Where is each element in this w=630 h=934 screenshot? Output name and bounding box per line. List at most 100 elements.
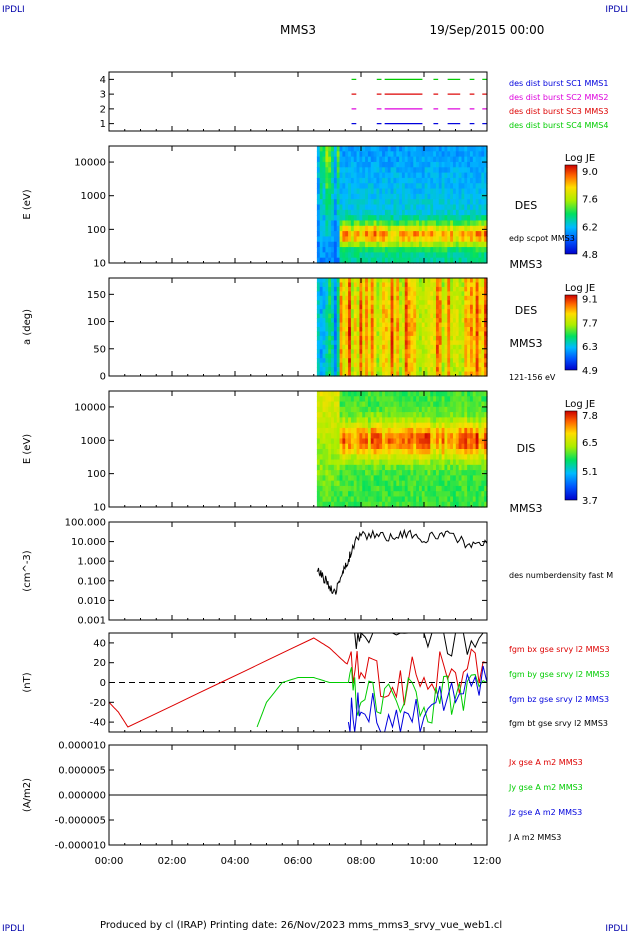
spectrogram-cell xyxy=(373,459,378,466)
spectrogram-cell xyxy=(353,422,358,429)
spectrogram-cell xyxy=(441,340,446,346)
spectrogram-cell xyxy=(407,286,412,292)
spectrogram-cell xyxy=(399,209,403,216)
spectrogram-cell xyxy=(410,464,414,471)
spectrogram-cell xyxy=(452,349,457,355)
spectrogram-cell xyxy=(331,335,335,341)
spectrogram-cell xyxy=(401,349,406,355)
spectrogram-cell xyxy=(444,247,448,253)
spectrogram-cell xyxy=(444,282,448,288)
spectrogram-cell xyxy=(384,309,389,315)
spectrogram-cell xyxy=(399,427,403,434)
spectrogram-cell xyxy=(396,433,400,440)
spectrogram-cell xyxy=(316,291,321,297)
spectrogram-cell xyxy=(384,247,389,253)
spectrogram-cell xyxy=(367,172,372,179)
spectrogram-cell xyxy=(336,146,341,152)
spectrogram-cell xyxy=(430,396,434,403)
spectrogram-cell xyxy=(345,396,349,403)
spectrogram-cell xyxy=(438,401,443,408)
spectrogram-cell xyxy=(427,454,431,461)
y-tick-label: 150 xyxy=(87,290,106,301)
spectrogram-cell xyxy=(390,480,395,487)
spectrogram-cell xyxy=(416,225,420,232)
spectrogram-cell xyxy=(399,278,403,284)
spectrogram-cell xyxy=(345,412,349,418)
spectrogram-cell xyxy=(322,231,327,238)
spectrogram-cell xyxy=(464,161,468,168)
spectrogram-cell xyxy=(342,349,346,355)
spectrogram-cell xyxy=(404,252,409,259)
spectrogram-cell xyxy=(441,286,446,292)
spectrogram-cell xyxy=(450,422,454,429)
spectrogram-cell xyxy=(316,318,321,324)
spectrogram-cell xyxy=(370,151,375,158)
spectrogram-cell xyxy=(444,257,448,264)
spectrogram-cell xyxy=(410,282,414,288)
spectrogram-cell xyxy=(370,331,375,337)
spectrogram-cell xyxy=(339,177,344,184)
spectrogram-cell xyxy=(316,193,321,200)
spectrogram-cell xyxy=(416,177,420,184)
spectrogram-cell xyxy=(410,241,414,248)
spectrogram-cell xyxy=(325,412,329,418)
spectrogram-cell xyxy=(399,340,403,346)
spectrogram-cell xyxy=(424,151,429,158)
spectrogram-cell xyxy=(373,295,378,301)
spectrogram-cell xyxy=(376,295,380,301)
spectrogram-cell xyxy=(435,151,440,158)
spectrogram-cell xyxy=(424,464,429,471)
spectrogram-cell xyxy=(356,454,361,461)
spectrogram-cell xyxy=(322,278,327,284)
spectrogram-cell xyxy=(418,443,423,450)
spectrogram-cell xyxy=(365,282,369,288)
spectrogram-cell xyxy=(458,257,463,264)
spectrogram-cell xyxy=(333,422,338,429)
spectrogram-cell xyxy=(339,236,344,243)
spectrogram-cell xyxy=(441,401,446,408)
spectrogram-cell xyxy=(396,331,400,337)
spectrogram-cell xyxy=(322,286,327,292)
spectrogram-cell xyxy=(421,358,426,364)
spectrogram-cell xyxy=(410,353,414,359)
spectrogram-cell xyxy=(438,220,443,227)
spectrogram-cell xyxy=(353,362,358,368)
spectrogram-cell xyxy=(319,491,324,498)
spectrogram-cell xyxy=(319,427,324,434)
spectrogram-cell xyxy=(336,480,341,487)
spectrogram-cell xyxy=(399,331,403,337)
spectrogram-cell xyxy=(376,443,380,450)
spectrogram-cell xyxy=(333,286,338,292)
spectrogram-cell xyxy=(365,188,369,195)
spectrogram-cell xyxy=(401,322,406,328)
spectrogram-cell xyxy=(461,286,465,292)
spectrogram-cell xyxy=(370,220,375,227)
spectrogram-cell xyxy=(356,252,361,259)
spectrogram-cell xyxy=(328,318,332,324)
spectrogram-cell xyxy=(484,433,488,440)
spectrogram-cell xyxy=(407,322,412,328)
spectrogram-cell xyxy=(438,278,443,284)
spectrogram-cell xyxy=(461,496,465,503)
spectrogram-cell xyxy=(438,241,443,248)
spectrogram-cell xyxy=(348,491,352,498)
spectrogram-cell xyxy=(458,454,463,461)
spectrogram-cell xyxy=(342,220,346,227)
spectrogram-cell xyxy=(382,231,386,238)
spectrogram-cell xyxy=(387,501,392,508)
spectrogram-cell xyxy=(382,167,386,174)
spectrogram-cell xyxy=(421,433,426,440)
spectrogram-cell xyxy=(319,193,324,200)
spectrogram-cell xyxy=(331,349,335,355)
spectrogram-cell xyxy=(342,331,346,337)
spectrogram-cell xyxy=(336,331,341,337)
spectrogram-cell xyxy=(464,344,468,350)
spectrogram-cell xyxy=(430,225,434,232)
spectrogram-cell xyxy=(379,193,383,200)
spectrogram-cell xyxy=(455,304,460,310)
spectrogram-cell xyxy=(435,215,440,222)
spectrogram-cell xyxy=(404,491,409,498)
spectrogram-cell xyxy=(430,236,434,243)
spectrogram-cell xyxy=(350,417,355,424)
spectrogram-cell xyxy=(441,247,446,253)
